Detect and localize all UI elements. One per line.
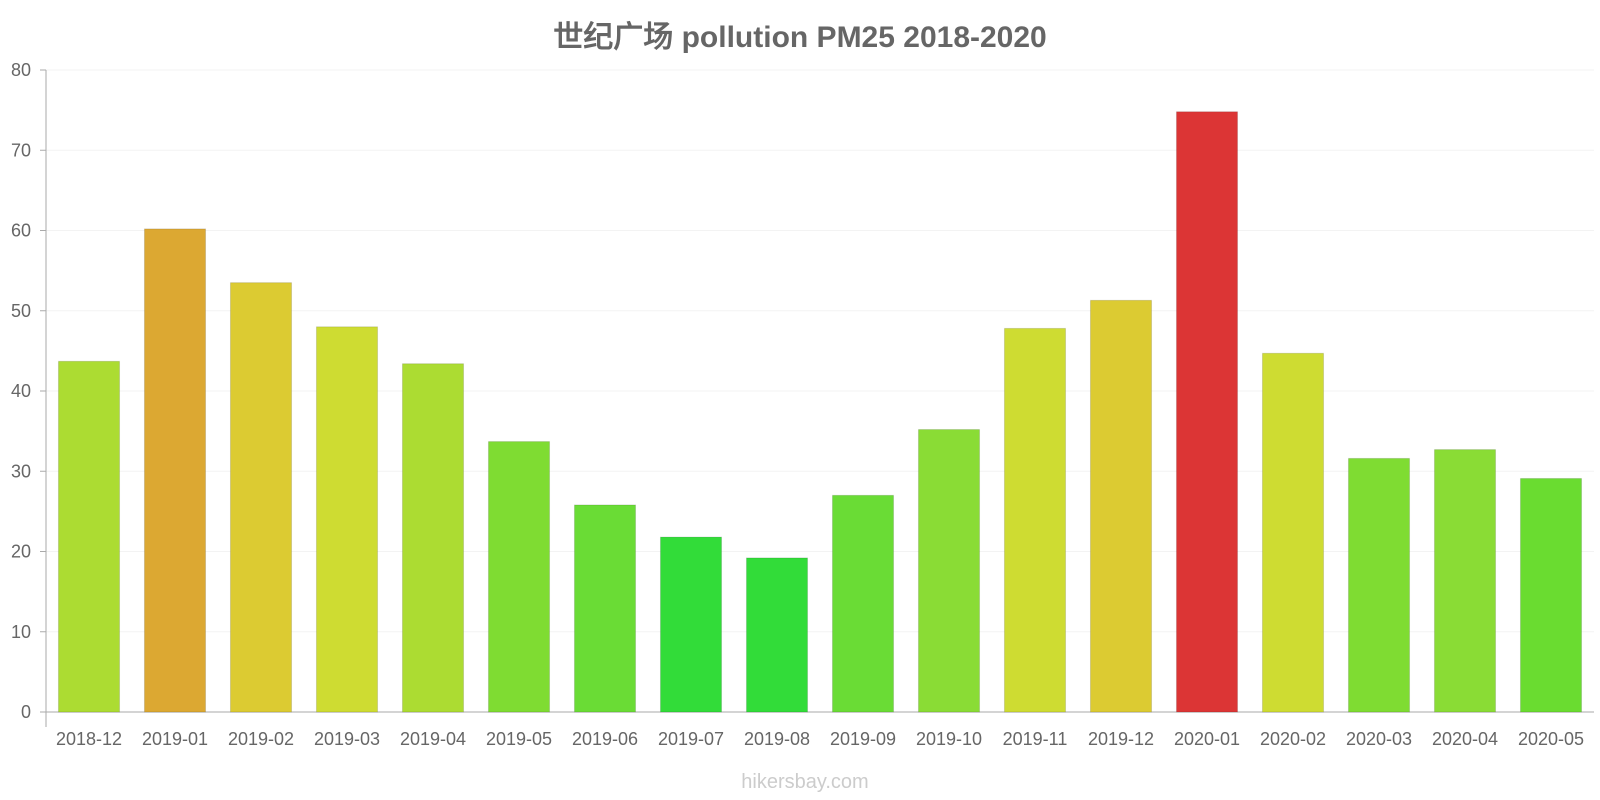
bar-2019-05[interactable] [487, 441, 551, 713]
x-tick-label: 2019-06 [572, 729, 638, 749]
x-tick-label: 2019-09 [830, 729, 896, 749]
y-tick-label: 20 [11, 542, 31, 562]
chart-title: 世纪广场 pollution PM25 2018-2020 [553, 21, 1046, 54]
bar-2019-06[interactable] [573, 504, 637, 713]
bar-2020-02[interactable] [1261, 352, 1325, 713]
y-axis-ticks: 0 10 20 30 40 50 60 70 80 [11, 60, 46, 722]
x-tick-label: 2019-08 [744, 729, 810, 749]
x-tick-label: 2020-02 [1260, 729, 1326, 749]
bar-2019-02[interactable] [229, 282, 293, 713]
bar-2019-07[interactable] [659, 536, 723, 713]
x-tick-label: 2020-01 [1174, 729, 1240, 749]
x-tick-label: 2019-03 [314, 729, 380, 749]
watermark: hikersbay.com [741, 771, 868, 793]
y-tick-label: 10 [11, 622, 31, 642]
x-tick-label: 2019-02 [228, 729, 294, 749]
x-tick-label: 2020-05 [1518, 729, 1584, 749]
y-tick-label: 50 [11, 301, 31, 321]
x-tick-label: 2020-03 [1346, 729, 1412, 749]
bar-2020-01[interactable] [1175, 111, 1239, 713]
x-tick-label: 2019-12 [1088, 729, 1154, 749]
bars [57, 111, 1583, 713]
x-tick-label: 2019-11 [1003, 729, 1068, 749]
x-axis-ticks: 2018-12 2019-01 2019-02 2019-03 2019-04 2019-… [56, 729, 1584, 749]
x-tick-label: 2019-04 [400, 729, 466, 749]
bar-2019-01[interactable] [143, 228, 207, 713]
y-tick-label: 0 [21, 702, 31, 722]
x-tick-label: 2019-05 [486, 729, 552, 749]
bar-2019-03[interactable] [315, 326, 379, 713]
bar-2020-05[interactable] [1519, 477, 1583, 713]
y-tick-label: 80 [11, 60, 31, 80]
bar-2019-11[interactable] [1003, 327, 1067, 713]
x-tick-label: 2019-01 [142, 729, 208, 749]
y-tick-label: 30 [11, 461, 31, 481]
y-tick-label: 60 [11, 221, 31, 241]
bar-2019-08[interactable] [745, 557, 809, 713]
y-tick-label: 40 [11, 381, 31, 401]
x-tick-label: 2020-04 [1432, 729, 1498, 749]
bar-2019-04[interactable] [401, 363, 465, 713]
bar-2019-09[interactable] [831, 494, 895, 713]
bar-2019-12[interactable] [1089, 299, 1153, 713]
bar-2018-12[interactable] [57, 360, 121, 713]
x-tick-label: 2019-07 [658, 729, 724, 749]
y-tick-label: 70 [11, 140, 31, 160]
bar-2020-03[interactable] [1347, 457, 1411, 713]
x-tick-label: 2019-10 [916, 729, 982, 749]
x-tick-label: 2018-12 [56, 729, 122, 749]
bar-2019-10[interactable] [917, 429, 981, 713]
bar-2020-04[interactable] [1433, 449, 1497, 713]
gridlines [46, 69, 1594, 633]
